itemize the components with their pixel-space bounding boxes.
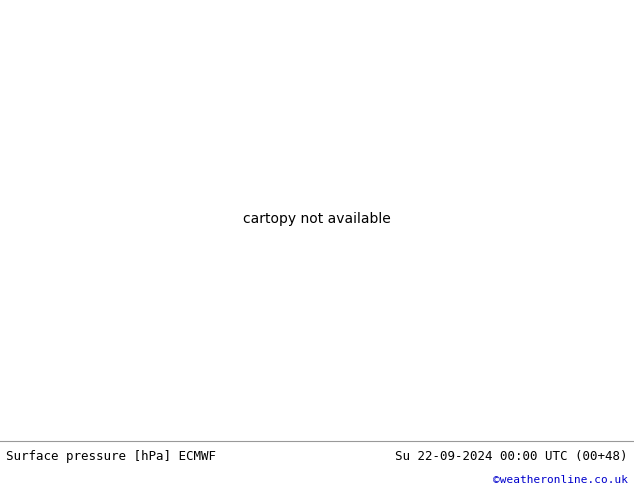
Text: cartopy not available: cartopy not available [243,212,391,226]
Text: ©weatheronline.co.uk: ©weatheronline.co.uk [493,475,628,485]
Text: Su 22-09-2024 00:00 UTC (00+48): Su 22-09-2024 00:00 UTC (00+48) [395,450,628,463]
Text: Surface pressure [hPa] ECMWF: Surface pressure [hPa] ECMWF [6,450,216,463]
